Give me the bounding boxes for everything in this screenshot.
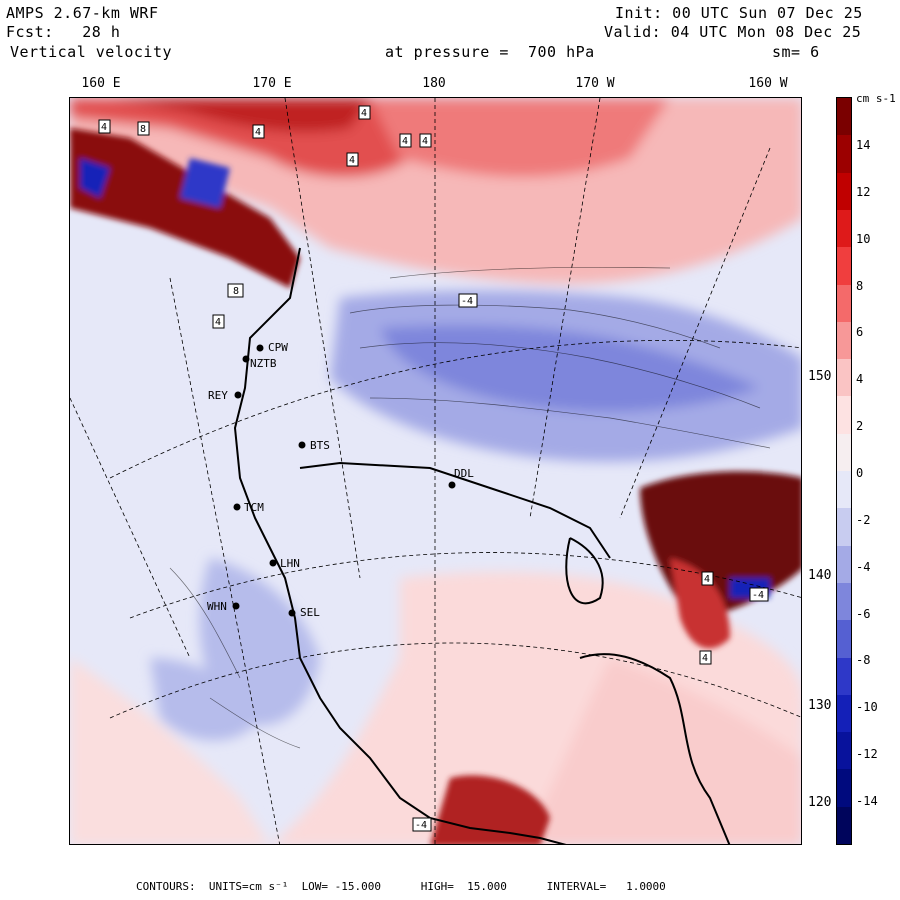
station-nztb: NZTB — [250, 357, 277, 370]
station-ddl: DDL — [454, 467, 474, 480]
colorbar-tick-label: -4 — [856, 559, 871, 574]
station-dot-cpw — [256, 344, 264, 352]
station-dot-ddl — [448, 481, 456, 489]
forecast-hour: Fcst: 28 h — [6, 23, 121, 41]
contour-label: -4 — [752, 590, 764, 601]
station-dot-sel — [288, 609, 296, 617]
model-title: AMPS 2.67-km WRF — [6, 4, 159, 22]
contour-label: 4 — [702, 653, 708, 664]
station-sel: SEL — [300, 606, 320, 619]
contour-label: 4 — [422, 136, 428, 147]
station-dot-whn — [232, 602, 240, 610]
colorbar-tick-label: 8 — [856, 278, 864, 293]
contour-label: 4 — [361, 108, 367, 119]
colorbar-tick-label: -2 — [856, 512, 871, 527]
colorbar-tick-label: -8 — [856, 653, 871, 668]
map-canvas: CPW NZTB REY BTS DDL TCM LHN WHN SEL 4 8… — [70, 98, 801, 844]
stations: CPW NZTB REY BTS DDL TCM LHN WHN SEL — [207, 341, 474, 619]
colorbar-swatch — [837, 433, 851, 472]
colorbar-swatch — [837, 657, 851, 696]
lon-label-170e: 170 E — [252, 76, 292, 91]
smoothing: sm= 6 — [772, 43, 820, 61]
contour-lines — [169, 266, 771, 749]
lon-label-160e: 160 E — [81, 76, 121, 91]
pressure-level: at pressure = 700 hPa — [385, 43, 595, 61]
colorbar-swatch — [837, 508, 851, 547]
contour-label: 8 — [140, 124, 146, 135]
station-tcm: TCM — [244, 501, 264, 514]
colorbar-tick-label: -12 — [856, 747, 878, 762]
colorbar-swatch — [837, 321, 851, 360]
colorbar-tick-label: 2 — [856, 419, 864, 434]
station-dot-rey — [234, 391, 242, 399]
colorbar-tick-label: 4 — [856, 372, 864, 387]
colorbar-swatch — [837, 732, 851, 770]
contour-label: 4 — [349, 155, 355, 166]
contour-info: CONTOURS: UNITS=cm s⁻¹ LOW= -15.000 HIGH… — [136, 880, 666, 893]
station-dot-nztb — [242, 355, 250, 363]
lon-label-180: 180 — [422, 76, 446, 91]
colorbar-swatch — [837, 694, 851, 733]
colorbar-tick-label: -10 — [856, 700, 878, 715]
contour-label: 4 — [101, 122, 107, 133]
station-rey: REY — [208, 389, 228, 402]
colorbar — [836, 97, 852, 845]
colorbar-swatch — [837, 582, 851, 621]
lon-label-170w: 170 W — [575, 76, 615, 91]
colorbar-swatch — [837, 172, 851, 211]
station-dot-bts — [298, 441, 306, 449]
colorbar-tick-label: -6 — [856, 606, 871, 621]
contour-label: -4 — [461, 296, 473, 307]
field-name: Vertical velocity — [10, 43, 173, 61]
valid-time: Valid: 04 UTC Mon 08 Dec 25 — [604, 23, 862, 41]
contour-label: 4 — [402, 136, 408, 147]
colorbar-swatch — [837, 209, 851, 248]
station-cpw: CPW — [268, 341, 288, 354]
colorbar-swatch — [837, 284, 851, 323]
storm-cells — [70, 128, 801, 844]
colorbar-swatch — [837, 545, 851, 584]
colorbar-tick-label: -14 — [856, 794, 878, 808]
colorbar-swatch — [837, 359, 851, 397]
map-panel[interactable]: CPW NZTB REY BTS DDL TCM LHN WHN SEL 4 8… — [69, 97, 802, 845]
coastline — [233, 247, 731, 844]
colorbar-swatch — [837, 135, 851, 174]
colorbar-swatch — [837, 806, 851, 845]
colorbar-tick-label: 12 — [856, 184, 871, 199]
field-shading — [70, 98, 801, 844]
contour-label: -4 — [415, 820, 427, 831]
contour-label: 4 — [215, 317, 221, 328]
contour-label: 8 — [233, 286, 239, 297]
init-time: Init: 00 UTC Sun 07 Dec 25 — [615, 4, 863, 22]
station-whn: WHN — [207, 600, 227, 613]
station-lhn: LHN — [280, 557, 300, 570]
colorbar-swatch — [837, 769, 851, 808]
station-dot-lhn — [269, 559, 277, 567]
colorbar-tick-label: 14 — [856, 138, 871, 152]
station-bts: BTS — [310, 439, 330, 452]
lon-label-160w: 160 W — [748, 76, 788, 91]
colorbar-swatch — [837, 98, 851, 136]
colorbar-swatch — [837, 471, 851, 509]
colorbar-tick-label: 6 — [856, 325, 864, 340]
colorbar-swatch — [837, 620, 851, 658]
colorbar-swatch — [837, 247, 851, 285]
colorbar-tick-label: 0 — [856, 466, 864, 480]
colorbar-tick-label: 10 — [856, 231, 871, 246]
contour-label: 4 — [255, 127, 261, 138]
colorbar-swatch — [837, 396, 851, 435]
colorbar-unit: cm s-1 — [856, 92, 896, 105]
contour-label: 4 — [704, 574, 710, 585]
contour-value-labels: 4 8 4 4 4 4 4 8 4 -4 4 -4 4 -4 — [98, 105, 769, 832]
station-dot-tcm — [233, 503, 241, 511]
